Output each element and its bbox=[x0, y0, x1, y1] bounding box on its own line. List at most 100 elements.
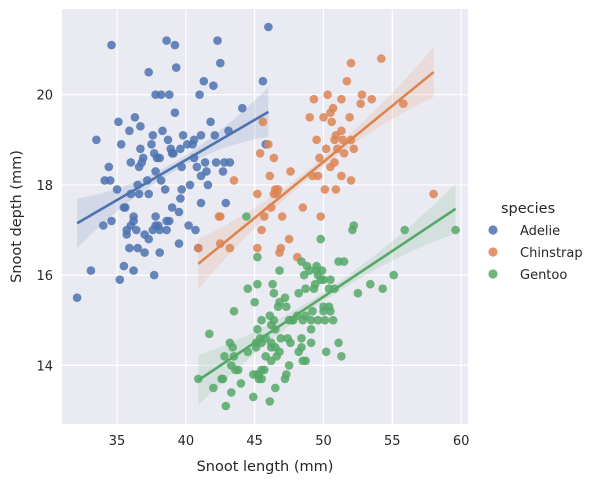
data-point bbox=[306, 315, 316, 325]
data-point bbox=[337, 126, 346, 136]
data-point bbox=[129, 212, 138, 221]
data-point bbox=[257, 374, 266, 384]
legend-label: Gentoo bbox=[520, 268, 567, 283]
data-point bbox=[99, 221, 108, 230]
x-tick-labels: 35 40 45 50 55 60 bbox=[109, 434, 470, 449]
data-point bbox=[196, 198, 206, 208]
data-point bbox=[192, 162, 202, 172]
x-tick-label: 60 bbox=[453, 434, 470, 449]
data-point bbox=[286, 338, 295, 348]
data-point bbox=[125, 126, 134, 136]
data-point bbox=[451, 225, 460, 235]
data-point bbox=[86, 266, 96, 275]
data-point bbox=[155, 248, 164, 257]
data-point bbox=[218, 374, 228, 384]
data-point bbox=[167, 203, 177, 212]
data-point bbox=[319, 113, 328, 122]
data-point bbox=[216, 58, 225, 68]
data-point bbox=[200, 158, 210, 167]
legend-label: Adelie bbox=[520, 224, 560, 239]
data-point bbox=[129, 266, 138, 275]
data-point bbox=[165, 90, 174, 99]
data-point bbox=[313, 315, 323, 325]
data-point bbox=[255, 149, 265, 158]
regression-lines bbox=[76, 71, 457, 382]
data-point bbox=[132, 225, 141, 235]
data-point bbox=[155, 225, 164, 235]
data-point bbox=[221, 198, 231, 208]
data-point bbox=[136, 144, 145, 154]
data-point bbox=[225, 158, 235, 167]
data-point bbox=[211, 158, 221, 167]
data-point bbox=[269, 288, 279, 298]
data-point bbox=[178, 131, 188, 140]
data-point bbox=[107, 216, 116, 226]
data-point bbox=[339, 257, 349, 266]
data-point bbox=[353, 288, 363, 298]
data-point bbox=[320, 315, 330, 325]
data-point bbox=[158, 126, 167, 136]
data-point bbox=[286, 167, 295, 176]
y-tick-labels: 14 16 18 20 bbox=[36, 89, 53, 375]
data-point bbox=[315, 153, 324, 163]
data-point bbox=[331, 185, 341, 194]
data-point bbox=[275, 266, 284, 275]
data-point bbox=[148, 131, 158, 140]
data-point bbox=[140, 248, 149, 257]
y-tick-label: 16 bbox=[36, 269, 53, 284]
data-point bbox=[115, 275, 125, 285]
data-point bbox=[265, 397, 275, 406]
data-point bbox=[342, 76, 352, 86]
data-point bbox=[349, 144, 359, 154]
data-point bbox=[282, 370, 291, 379]
data-point bbox=[280, 293, 290, 303]
legend-marker bbox=[488, 225, 498, 235]
data-point bbox=[160, 185, 170, 194]
data-point bbox=[156, 90, 166, 99]
data-point bbox=[323, 90, 332, 99]
data-point bbox=[294, 288, 304, 298]
data-point bbox=[221, 401, 231, 411]
data-point bbox=[195, 90, 204, 99]
data-point bbox=[284, 234, 294, 244]
data-point bbox=[121, 203, 130, 212]
data-point bbox=[330, 158, 339, 167]
data-point bbox=[269, 315, 279, 325]
data-point bbox=[297, 334, 306, 343]
data-point bbox=[317, 266, 327, 275]
data-point bbox=[155, 153, 164, 163]
data-point bbox=[196, 131, 206, 140]
regression-line bbox=[197, 207, 457, 382]
data-point bbox=[144, 189, 153, 199]
data-point bbox=[216, 212, 225, 221]
data-point bbox=[134, 189, 144, 199]
data-point bbox=[298, 203, 308, 212]
data-point bbox=[346, 176, 356, 185]
data-point bbox=[133, 243, 142, 253]
data-point bbox=[328, 103, 338, 113]
data-point bbox=[174, 207, 184, 217]
scatter-points bbox=[72, 22, 460, 411]
data-point bbox=[328, 315, 338, 325]
legend: species Adelie Chinstrap Gentoo bbox=[488, 201, 583, 283]
data-point bbox=[339, 149, 349, 158]
legend-marker bbox=[488, 269, 498, 279]
y-axis-label: Snoot depth (mm) bbox=[9, 150, 25, 283]
data-point bbox=[253, 189, 262, 199]
data-point bbox=[297, 343, 306, 352]
data-point bbox=[253, 252, 262, 262]
data-point bbox=[228, 343, 237, 352]
data-point bbox=[136, 122, 145, 131]
data-point bbox=[107, 40, 116, 50]
data-point bbox=[257, 315, 266, 325]
data-point bbox=[206, 117, 215, 127]
data-point bbox=[253, 325, 262, 334]
data-point bbox=[308, 306, 317, 316]
data-point bbox=[400, 225, 410, 235]
data-point bbox=[205, 329, 214, 339]
data-point bbox=[116, 140, 126, 149]
data-point bbox=[233, 365, 243, 375]
data-point bbox=[277, 212, 287, 221]
data-point bbox=[119, 261, 129, 271]
